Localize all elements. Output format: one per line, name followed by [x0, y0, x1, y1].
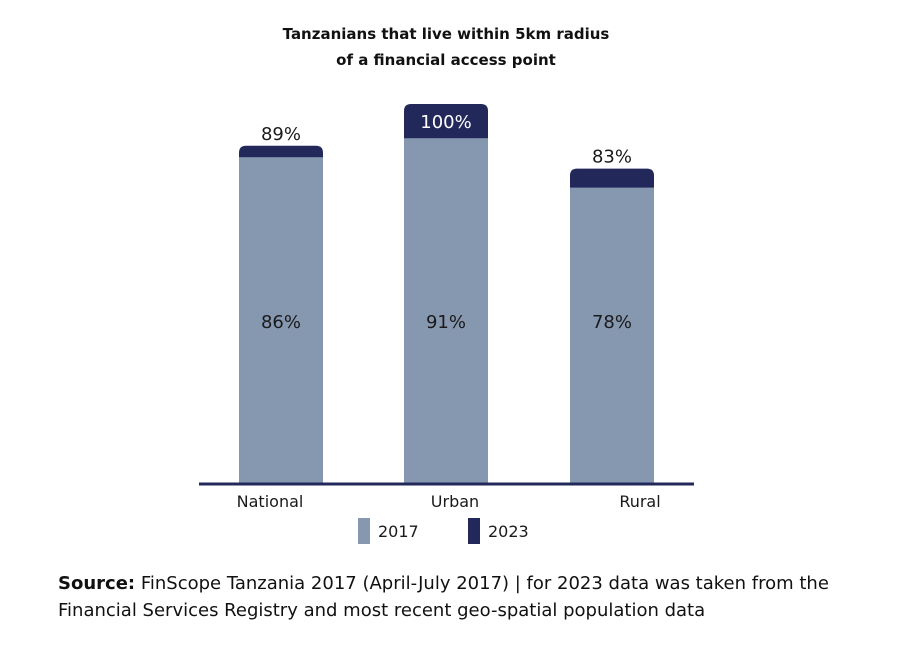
bar-label-2023-national: 89%: [261, 124, 301, 145]
bar-2017-national: [239, 157, 323, 484]
source-lead: Source:: [58, 573, 136, 594]
legend-label-2017: 2017: [378, 522, 419, 541]
chart-title-line-1: Tanzanians that live within 5km radius: [283, 25, 610, 43]
bar-2017-rural: [570, 187, 654, 484]
legend-swatch-2023: [468, 518, 480, 544]
category-label-national: National: [237, 492, 304, 511]
bar-label-2017-national: 86%: [261, 312, 301, 333]
chart-title-line-2: of a financial access point: [336, 51, 556, 69]
source-note: Source: FinScope Tanzania 2017 (April-Ju…: [58, 570, 878, 624]
category-label-rural: Rural: [619, 492, 660, 511]
bar-chart: Tanzanians that live within 5km radius o…: [199, 25, 694, 544]
bar-2017-urban: [404, 138, 488, 484]
source-text: FinScope Tanzania 2017 (April-July 2017)…: [58, 573, 829, 621]
legend-swatch-2017: [358, 518, 370, 544]
bar-label-2017-urban: 91%: [426, 312, 466, 333]
legend-label-2023: 2023: [488, 522, 529, 541]
bar-label-2023-rural: 83%: [592, 147, 632, 168]
category-label-urban: Urban: [431, 492, 479, 511]
bar-label-2017-rural: 78%: [592, 312, 632, 333]
bar-label-2023-urban: 100%: [420, 112, 471, 133]
